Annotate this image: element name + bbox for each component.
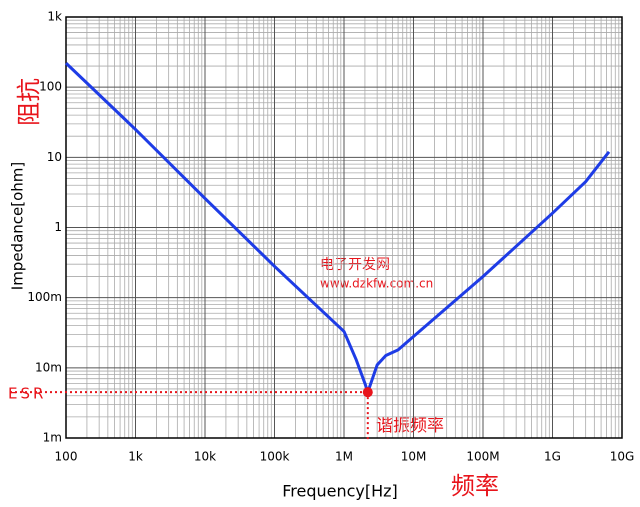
y-tick-label: 100m — [27, 290, 62, 304]
y-axis-label: Impedance[ohm] — [9, 162, 27, 290]
esr-point — [362, 387, 373, 398]
x-tick-label: 100M — [466, 450, 499, 464]
y-tick-label: 10m — [35, 360, 62, 374]
y-tick-label: 10 — [47, 150, 62, 164]
esr-label: ESR — [8, 385, 46, 403]
x-tick-label: 1k — [128, 450, 143, 464]
x-tick-label: 10M — [401, 450, 427, 464]
y-tick-label: 100 — [39, 80, 62, 94]
y-tick-label: 1k — [47, 10, 62, 24]
y-tick-label: 1 — [54, 220, 62, 234]
x-tick-label: 1M — [335, 450, 353, 464]
x-tick-label: 10G — [610, 450, 635, 464]
y-tick-label: 1m — [43, 431, 62, 445]
watermark: www.dzkfw.com.cn — [320, 277, 433, 291]
x-tick-label: 100k — [260, 450, 290, 464]
impedance-curve — [64, 62, 611, 394]
watermark: 电子开发网 — [320, 257, 390, 273]
x-tick-label: 10k — [194, 450, 216, 464]
x-axis-label: Frequency[Hz] — [282, 482, 398, 501]
plot-frame — [65, 16, 623, 439]
y-axis-label-cn: 阻抗 — [15, 78, 43, 126]
x-tick-label: 1G — [544, 450, 561, 464]
x-axis-label-cn: 频率 — [451, 472, 499, 500]
x-tick-label: 100 — [55, 450, 78, 464]
